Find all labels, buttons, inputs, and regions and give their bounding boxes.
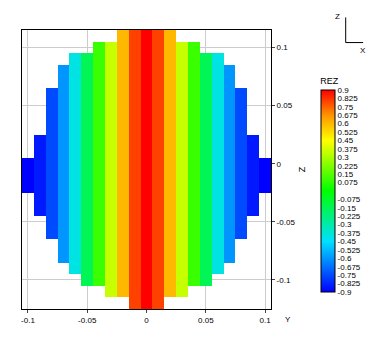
svg-text:0.05: 0.05 xyxy=(198,316,214,325)
svg-text:0.225: 0.225 xyxy=(338,162,359,171)
svg-text:0: 0 xyxy=(277,159,282,168)
svg-text:-0.9: -0.9 xyxy=(338,288,352,297)
svg-text:-0.375: -0.375 xyxy=(338,229,361,238)
svg-text:0.075: 0.075 xyxy=(338,178,359,187)
svg-text:-0.05: -0.05 xyxy=(78,316,97,325)
svg-text:-0.525: -0.525 xyxy=(338,246,361,255)
svg-text:-0.15: -0.15 xyxy=(338,204,357,213)
svg-text:-0.225: -0.225 xyxy=(338,212,361,221)
svg-text:-0.1: -0.1 xyxy=(21,316,35,325)
svg-text:Y: Y xyxy=(285,315,291,324)
svg-text:0.9: 0.9 xyxy=(338,86,350,95)
svg-text:0.525: 0.525 xyxy=(338,128,359,137)
svg-text:X: X xyxy=(360,46,366,55)
svg-text:-0.1: -0.1 xyxy=(277,276,291,285)
svg-text:0.75: 0.75 xyxy=(338,103,354,112)
svg-text:-0.6: -0.6 xyxy=(338,254,352,263)
svg-text:REZ: REZ xyxy=(320,76,339,86)
svg-text:-0.05: -0.05 xyxy=(277,218,296,227)
svg-text:Z: Z xyxy=(335,12,340,21)
svg-text:0.6: 0.6 xyxy=(338,119,350,128)
svg-text:-0.75: -0.75 xyxy=(338,271,357,280)
svg-text:0.15: 0.15 xyxy=(338,170,354,179)
svg-text:0.1: 0.1 xyxy=(260,316,272,325)
svg-text:0.05: 0.05 xyxy=(277,101,293,110)
svg-text:0.825: 0.825 xyxy=(338,94,359,103)
svg-text:0.45: 0.45 xyxy=(338,136,354,145)
svg-text:0.675: 0.675 xyxy=(338,111,359,120)
svg-text:-0.45: -0.45 xyxy=(338,237,357,246)
svg-text:-0.075: -0.075 xyxy=(338,195,361,204)
svg-text:-0.675: -0.675 xyxy=(338,263,361,272)
svg-text:0.375: 0.375 xyxy=(338,145,359,154)
svg-text:-0.825: -0.825 xyxy=(338,279,361,288)
svg-text:Z: Z xyxy=(297,166,307,172)
svg-text:0.1: 0.1 xyxy=(277,43,289,52)
svg-text:-0.3: -0.3 xyxy=(338,220,352,229)
svg-text:0: 0 xyxy=(144,316,149,325)
svg-text:0.3: 0.3 xyxy=(338,153,350,162)
